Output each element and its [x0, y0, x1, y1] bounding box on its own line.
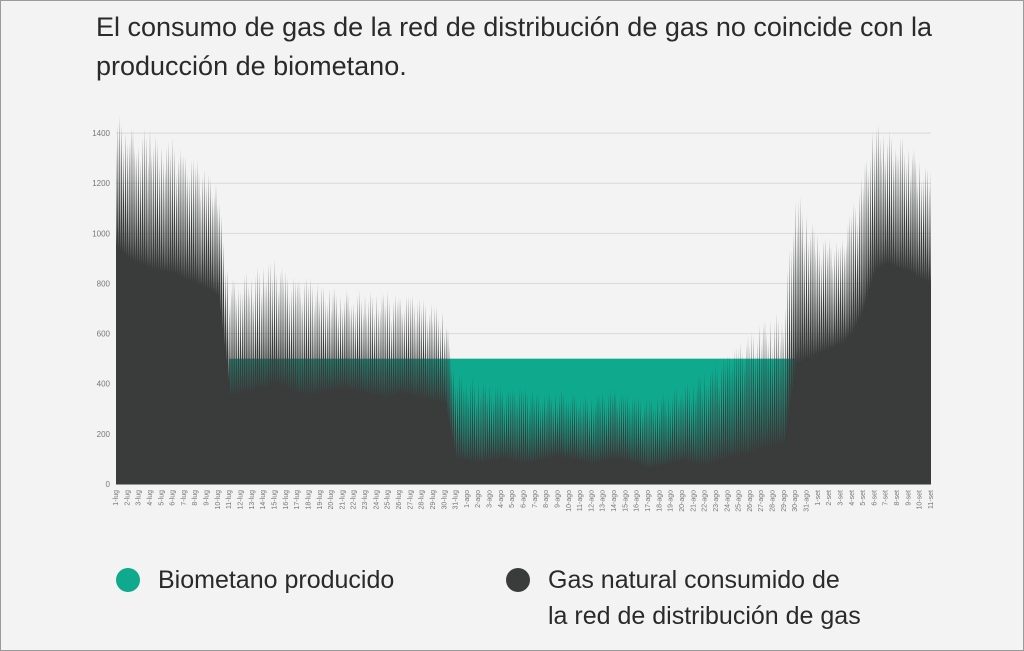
- y-tick-label-1000: 1000: [92, 229, 110, 238]
- x-tick-label-51: 21-ago: [690, 490, 697, 512]
- x-tick-label-1: 2-lug: [124, 490, 131, 506]
- x-tick-label-62: 1-set: [815, 490, 822, 506]
- x-tick-label-57: 27-ago: [758, 490, 765, 512]
- x-tick-label-38: 8-ago: [543, 490, 550, 508]
- x-tick-label-69: 8-set: [894, 490, 901, 506]
- x-tick-label-45: 15-ago: [622, 490, 629, 512]
- y-tick-label-600: 600: [97, 330, 111, 339]
- x-tick-label-47: 17-ago: [645, 490, 652, 512]
- x-tick-label-2: 3-lug: [136, 490, 143, 506]
- x-tick-label-22: 23-lug: [362, 490, 369, 510]
- x-tick-label-61: 31-ago: [804, 490, 811, 512]
- x-tick-label-10: 11-lug: [226, 490, 233, 509]
- x-tick-label-5: 6-lug: [170, 490, 177, 506]
- x-tick-label-12: 13-lug: [249, 490, 256, 510]
- y-tick-label-400: 400: [97, 380, 111, 389]
- x-tick-label-26: 27-lug: [407, 490, 414, 510]
- x-tick-label-42: 12-ago: [588, 490, 595, 512]
- x-tick-label-41: 11-ago: [577, 490, 584, 511]
- x-tick-label-40: 10-ago: [566, 490, 573, 512]
- x-tick-label-34: 4-ago: [498, 490, 505, 508]
- x-tick-label-8: 9-lug: [204, 490, 211, 506]
- x-tick-label-16: 17-lug: [294, 490, 301, 510]
- x-tick-label-9: 10-lug: [215, 490, 222, 510]
- x-tick-label-33: 3-ago: [487, 490, 494, 508]
- x-tick-label-7: 8-lug: [192, 490, 199, 506]
- x-tick-label-43: 13-ago: [600, 490, 607, 512]
- x-tick-label-15: 16-lug: [283, 490, 290, 510]
- y-tick-label-1400: 1400: [92, 129, 110, 138]
- legend-label-gas: Gas natural consumido de la red de distr…: [548, 566, 861, 630]
- y-tick-label-200: 200: [97, 430, 111, 439]
- x-tick-label-63: 2-set: [826, 490, 833, 506]
- gas-consumption-area: [116, 115, 931, 484]
- x-tick-label-55: 25-ago: [736, 490, 743, 512]
- x-tick-label-52: 22-ago: [702, 490, 709, 512]
- y-tick-label-1200: 1200: [92, 179, 110, 188]
- x-tick-label-31: 1-ago: [464, 490, 471, 508]
- x-tick-label-24: 25-lug: [385, 490, 392, 510]
- x-tick-label-58: 28-ago: [770, 490, 777, 512]
- x-tick-label-68: 7-set: [883, 490, 890, 506]
- x-tick-label-49: 19-ago: [668, 490, 675, 512]
- x-tick-label-36: 6-ago: [521, 490, 528, 508]
- x-tick-label-71: 10-set: [917, 490, 924, 510]
- x-tick-label-66: 5-set: [860, 490, 867, 506]
- legend-label-biomethane: Biometano producido: [158, 566, 395, 594]
- legend-item-biomethane: Biometano producido: [116, 562, 394, 598]
- x-tick-label-17: 18-lug: [305, 490, 312, 510]
- legend-swatch-gas: [506, 568, 530, 592]
- y-tick-label-0: 0: [106, 480, 111, 489]
- x-tick-label-60: 30-ago: [792, 490, 799, 512]
- x-tick-label-64: 3-set: [837, 490, 844, 506]
- x-tick-label-54: 24-ago: [724, 490, 731, 512]
- legend-swatch-biomethane: [116, 568, 140, 592]
- x-tick-label-4: 5-lug: [158, 490, 165, 506]
- x-tick-label-32: 2-ago: [475, 490, 482, 508]
- chart-title: El consumo de gas de la red de distribuc…: [96, 12, 933, 81]
- x-tick-label-50: 20-ago: [679, 490, 686, 512]
- x-tick-label-65: 4-set: [849, 490, 856, 506]
- x-tick-label-18: 19-lug: [317, 490, 324, 510]
- legend-item-gas: Gas natural consumido de la red de distr…: [506, 562, 861, 634]
- x-tick-label-20: 21-lug: [339, 490, 346, 510]
- x-tick-label-23: 24-lug: [373, 490, 380, 510]
- y-tick-label-800: 800: [97, 279, 111, 288]
- x-tick-label-14: 15-lug: [272, 490, 279, 510]
- x-tick-label-29: 30-lug: [441, 490, 448, 510]
- x-tick-label-25: 26-lug: [396, 490, 403, 510]
- chart-area: 0 200 400 600 800 1000 1200 1400 1-lug 2-lug 3-lug…: [88, 100, 938, 550]
- x-tick-label-27: 28-lug: [419, 490, 426, 510]
- x-tick-label-30: 31-lug: [453, 490, 460, 510]
- x-tick-label-39: 9-ago: [555, 490, 562, 508]
- x-tick-label-37: 7-ago: [532, 490, 539, 508]
- x-tick-label-35: 5-ago: [509, 490, 516, 508]
- x-tick-label-44: 14-ago: [611, 490, 618, 512]
- x-tick-label-19: 20-lug: [328, 490, 335, 510]
- x-tick-label-21: 22-lug: [351, 490, 358, 510]
- x-tick-label-48: 18-ago: [656, 490, 663, 512]
- x-tick-label-13: 14-lug: [260, 490, 267, 510]
- x-tick-label-6: 7-lug: [181, 490, 188, 506]
- x-tick-label-3: 4-lug: [147, 490, 154, 506]
- x-tick-label-67: 6-set: [871, 490, 878, 506]
- x-tick-label-59: 29-ago: [781, 490, 788, 512]
- x-tick-label-46: 16-ago: [634, 490, 641, 512]
- x-tick-label-28: 29-lug: [430, 490, 437, 510]
- x-tick-label-72: 11-set: [928, 490, 935, 509]
- x-tick-label-53: 23-ago: [713, 490, 720, 512]
- chart-svg: 0 200 400 600 800 1000 1200 1400 1-lug 2-lug 3-lug…: [92, 115, 935, 512]
- x-tick-label-56: 26-ago: [747, 490, 754, 512]
- x-tick-label-11: 12-lug: [238, 490, 245, 510]
- x-tick-label-0: 1-lug: [113, 490, 120, 506]
- x-tick-label-70: 9-set: [905, 490, 912, 506]
